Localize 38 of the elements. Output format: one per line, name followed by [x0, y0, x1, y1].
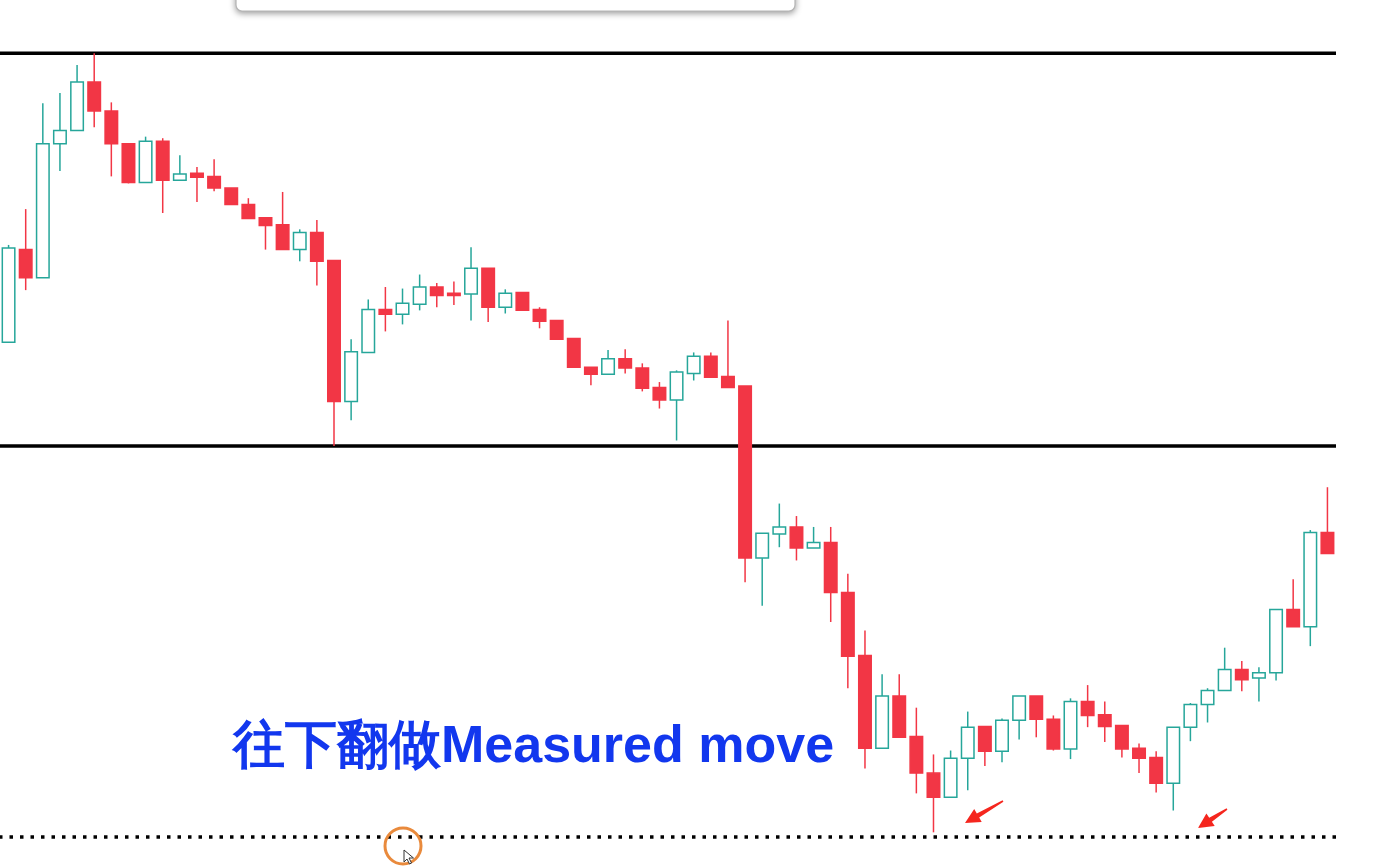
candlestick — [172, 154, 187, 182]
candlestick — [806, 526, 821, 549]
candlestick — [1200, 687, 1215, 724]
candlestick — [498, 288, 513, 315]
candlestick — [1097, 700, 1112, 743]
candlestick — [618, 348, 633, 375]
candlestick — [652, 381, 667, 410]
candlestick — [395, 287, 410, 326]
candlestick — [189, 166, 204, 203]
candlestick — [378, 286, 393, 333]
candlestick — [207, 158, 222, 192]
candlestick — [1080, 684, 1095, 728]
candlestick — [703, 351, 718, 379]
candlestick — [1183, 702, 1198, 742]
candlestick — [412, 273, 427, 312]
candlestick — [1286, 578, 1301, 628]
candlestick — [1320, 486, 1335, 555]
candlestick — [1114, 724, 1129, 759]
candlestick — [52, 92, 67, 172]
candlestick — [1234, 660, 1249, 693]
candlestick — [549, 319, 564, 340]
candlestick — [720, 319, 735, 389]
candlestick — [446, 280, 461, 306]
candlestick — [1029, 695, 1044, 739]
candlestick — [1251, 666, 1266, 703]
candlestick — [601, 349, 616, 376]
candlestick — [772, 502, 787, 548]
candlestick — [258, 216, 273, 251]
candlestick — [1132, 742, 1147, 774]
candlestick — [686, 351, 701, 382]
candlestick — [292, 228, 307, 263]
candlestick — [532, 306, 547, 330]
annotation: 往下翻做Measured move — [231, 715, 835, 773]
candlestick — [241, 197, 256, 220]
candlestick — [1217, 646, 1232, 692]
candlestick — [635, 362, 650, 393]
candlestick — [789, 515, 804, 562]
candlestick — [429, 282, 444, 309]
